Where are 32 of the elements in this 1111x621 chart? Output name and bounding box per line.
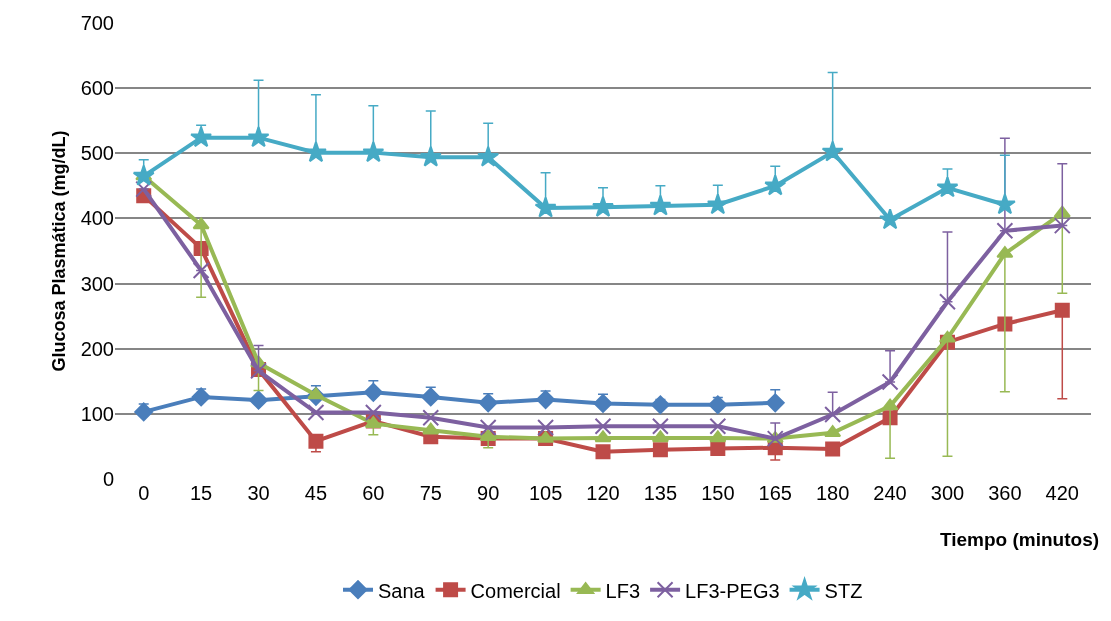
y-tick-label: 600 — [80, 77, 114, 100]
x-tick-label: 105 — [528, 482, 563, 504]
x-tick-label: 240 — [873, 482, 907, 504]
x-axis-title: Tiempo (minutos) — [940, 529, 1100, 550]
legend-label: Sana — [378, 579, 426, 602]
x-tick-label: 45 — [304, 482, 328, 504]
x-tick-label: 300 — [930, 482, 965, 504]
x-tick-label: 15 — [189, 482, 213, 504]
x-tick-label: 75 — [419, 482, 442, 504]
y-tick-label: 200 — [80, 337, 114, 360]
x-tick-label: 420 — [1045, 482, 1079, 504]
x-tick-label: 0 — [138, 482, 150, 504]
x-tick-label: 120 — [586, 482, 620, 504]
y-axis-title: Glucosa Plasmática (mg/dL) — [48, 130, 69, 372]
y-tick-label: 0 — [102, 468, 114, 490]
x-tick-label: 135 — [643, 482, 678, 504]
y-tick-label: 300 — [80, 272, 114, 295]
y-tick-label: 400 — [80, 207, 114, 230]
x-tick-label: 150 — [701, 482, 735, 504]
legend-label: Comercial — [470, 579, 561, 602]
x-tick-label: 30 — [247, 482, 270, 504]
x-tick-label: 90 — [477, 482, 500, 504]
y-tick-label: 700 — [80, 12, 114, 34]
y-tick-label: 100 — [80, 402, 114, 425]
x-tick-label: 360 — [988, 482, 1022, 504]
x-tick-label: 60 — [362, 482, 385, 504]
y-tick-label: 500 — [80, 142, 114, 165]
legend-label: STZ — [824, 579, 863, 602]
legend-label: LF3 — [605, 579, 641, 602]
x-tick-label: 165 — [758, 482, 792, 504]
legend-label: LF3-PEG3 — [685, 579, 780, 602]
x-tick-label: 180 — [815, 482, 850, 504]
